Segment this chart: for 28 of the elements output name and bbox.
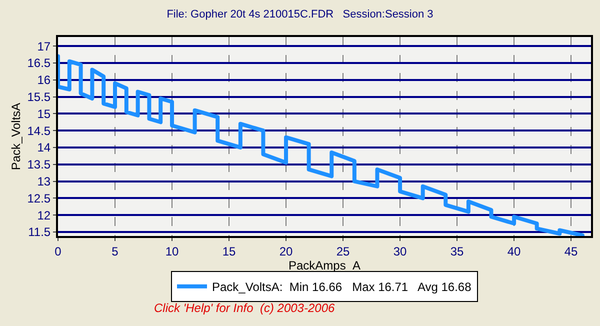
x-tick-label: 0: [54, 244, 62, 258]
y-tick-label: 16.5: [27, 56, 51, 70]
line-series: [58, 54, 584, 236]
y-tick-label: 15: [37, 106, 51, 121]
y-tick-label: 14: [37, 140, 51, 155]
x-tick-label: 40: [507, 244, 522, 258]
y-axis-title: Pack_VoltsA: [9, 102, 24, 170]
x-tick-label: 15: [222, 244, 236, 258]
y-tick-label: 12.5: [27, 191, 51, 206]
y-tick-label: 16: [37, 73, 51, 88]
y-tick-label: 13: [37, 174, 51, 188]
x-tick-label: 35: [450, 244, 464, 258]
y-tick-label: 17: [37, 39, 51, 54]
text: Click 'Help' for Info (c) 2003-2006: [154, 301, 335, 315]
legend-label: Pack_VoltsA: Min 16.66 Max 16.71 Avg 16.68: [212, 280, 472, 294]
x-tick-label: 5: [112, 244, 119, 258]
y-tick-label: 15.5: [27, 90, 51, 104]
x-axis-title: PackAmps_A: [288, 258, 361, 272]
y-tick-label: 12: [37, 208, 51, 222]
x-tick-label: 30: [393, 244, 408, 258]
x-tick-label: 25: [336, 244, 350, 258]
x-tick-label: 45: [564, 244, 578, 258]
y-tick-label: 13.5: [27, 158, 51, 172]
x-tick-label: 10: [165, 244, 180, 258]
chart-title: File: Gopher 20t 4s 210015C.FDR Session:Session 3: [166, 8, 434, 20]
y-tick-label: 14.5: [27, 124, 51, 138]
y-tick-label: 11.5: [28, 225, 51, 240]
x-tick-label: 20: [279, 244, 294, 258]
